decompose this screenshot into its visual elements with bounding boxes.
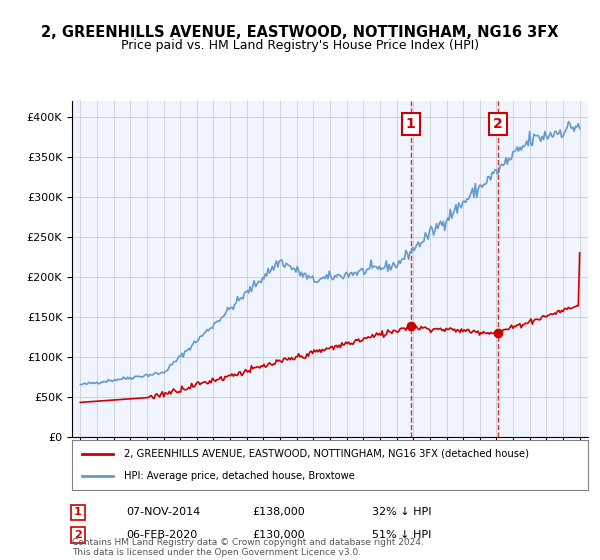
Text: 51% ↓ HPI: 51% ↓ HPI — [372, 530, 431, 540]
Text: 2: 2 — [74, 530, 82, 540]
Text: £138,000: £138,000 — [252, 507, 305, 517]
Text: 2, GREENHILLS AVENUE, EASTWOOD, NOTTINGHAM, NG16 3FX (detached house): 2, GREENHILLS AVENUE, EASTWOOD, NOTTINGH… — [124, 449, 529, 459]
Text: Price paid vs. HM Land Registry's House Price Index (HPI): Price paid vs. HM Land Registry's House … — [121, 39, 479, 52]
Text: HPI: Average price, detached house, Broxtowe: HPI: Average price, detached house, Brox… — [124, 471, 355, 481]
Text: £130,000: £130,000 — [252, 530, 305, 540]
Text: 2, GREENHILLS AVENUE, EASTWOOD, NOTTINGHAM, NG16 3FX: 2, GREENHILLS AVENUE, EASTWOOD, NOTTINGH… — [41, 25, 559, 40]
Text: 07-NOV-2014: 07-NOV-2014 — [126, 507, 200, 517]
Text: 06-FEB-2020: 06-FEB-2020 — [126, 530, 197, 540]
Text: 1: 1 — [74, 507, 82, 517]
Text: 1: 1 — [406, 118, 416, 132]
Text: 32% ↓ HPI: 32% ↓ HPI — [372, 507, 431, 517]
Text: 2: 2 — [493, 118, 503, 132]
Text: Contains HM Land Registry data © Crown copyright and database right 2024.
This d: Contains HM Land Registry data © Crown c… — [72, 538, 424, 557]
